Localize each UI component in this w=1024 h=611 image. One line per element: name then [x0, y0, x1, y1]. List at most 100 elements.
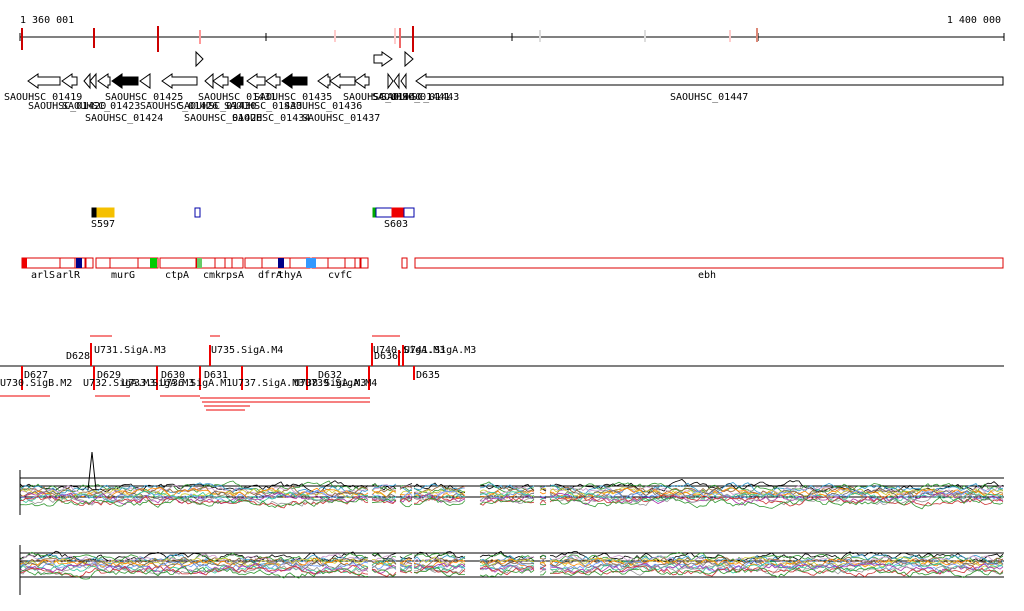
expression-line: [399, 556, 413, 560]
promoter-label: U741.SigA.M3: [404, 345, 476, 356]
gene-arrow: [195, 50, 204, 68]
expression-line: [413, 497, 466, 507]
gene-label: SAOUHSC_01419: [4, 92, 82, 103]
expression-line: [399, 486, 413, 490]
gene-arrow: [97, 73, 111, 89]
expression-line: [371, 557, 397, 569]
gene-label: SAOUHSC_01424: [85, 113, 163, 124]
gene-arrow: [393, 72, 400, 90]
expression-line: [19, 565, 369, 580]
expression-line: [539, 571, 547, 576]
operon-mark: [150, 258, 157, 268]
operon-label: murG: [111, 270, 135, 281]
gene-label: SAOUHSC_01436: [284, 101, 362, 112]
expression-line: [19, 490, 369, 503]
expression-line: [479, 565, 535, 573]
operon: [244, 257, 311, 269]
expression-line: [479, 555, 535, 565]
operon: [196, 257, 244, 269]
expression-line: [479, 483, 535, 494]
expression-line: [549, 566, 1004, 579]
gene-arrow: [161, 73, 198, 89]
operon: [401, 257, 408, 269]
expression-line: [19, 490, 369, 503]
operon-label: ebh: [698, 270, 716, 281]
expression-line: [549, 494, 1004, 507]
expression-line: [413, 489, 466, 496]
expression-line: [549, 487, 1004, 499]
expression-line: [413, 496, 466, 504]
expression-line: [539, 554, 547, 559]
expression-line: [399, 570, 413, 574]
gene-arrow: [83, 72, 91, 90]
operon-label: cvfC: [328, 270, 352, 281]
gene-arrow: [387, 72, 394, 90]
gene-label: SAOUHSC_01437: [302, 113, 380, 124]
expression-line: [479, 497, 535, 506]
operon: [159, 257, 197, 269]
expression-line: [413, 492, 466, 499]
gene-arrow: [111, 73, 139, 89]
expression-line: [549, 565, 1004, 578]
expression-line: [19, 550, 369, 564]
expression-line: [479, 489, 535, 498]
promoter-label: U740.SigA.M3: [373, 345, 445, 356]
expression-line: [539, 497, 547, 500]
expression-line: [549, 562, 1004, 574]
promoter-label: U730.SigB.M2: [0, 378, 72, 389]
expression-line: [539, 565, 547, 570]
operon: [360, 257, 369, 269]
promoter-label: U737.SigA.M3: [232, 378, 304, 389]
expression-line: [399, 558, 413, 565]
expression-line: [413, 557, 466, 567]
expression-line: [479, 568, 535, 578]
gene-arrow: [61, 73, 78, 89]
promoter-label: U732.SigA.M3: [83, 378, 155, 389]
expression-line: [539, 499, 547, 505]
expression-line: [539, 563, 547, 566]
expression-line: [549, 481, 1004, 494]
expression-peak: [87, 451, 97, 491]
operon-label: ctpA: [165, 270, 189, 281]
expression-line: [479, 558, 535, 568]
gene-label: SAOUHSC_01434: [232, 113, 310, 124]
gene-label: SAOUHSC_01420: [28, 101, 106, 112]
gene-label: SAOUHSC_01430: [178, 101, 256, 112]
gene-arrow: [329, 73, 356, 89]
gene-label: SAOUHSC_01440: [343, 92, 421, 103]
expression-line: [539, 491, 547, 495]
expression-line: [549, 492, 1004, 506]
operon-mark: [278, 258, 284, 268]
expression-line: [413, 565, 466, 576]
expression-line: [549, 551, 1004, 563]
gene-arrow: [139, 73, 151, 89]
expression-line: [399, 495, 413, 503]
expression-line: [399, 497, 413, 501]
expression-line: [399, 501, 413, 508]
expression-line: [413, 551, 466, 560]
expression-line: [19, 480, 369, 494]
operon-mark: [306, 258, 316, 268]
operon-mark: [197, 258, 202, 268]
expression-line: [479, 490, 535, 498]
operon-label: dfrA: [258, 270, 282, 281]
gene-arrow: [27, 73, 61, 89]
gene-arrow: [400, 72, 407, 90]
expression-line: [371, 495, 397, 502]
expression-line: [549, 551, 1004, 564]
expression-line: [413, 496, 465, 504]
expression-line: [539, 561, 547, 566]
gene-label: SAOUHSC_01425: [105, 92, 183, 103]
promoter-label: U739.SigA.M4: [305, 378, 377, 389]
expression-line: [19, 563, 369, 575]
gene-arrow: [89, 72, 97, 90]
expression-line: [19, 496, 369, 508]
promoter-label: D631: [204, 370, 228, 381]
gene-arrow: [415, 73, 1004, 89]
expression-line: [371, 569, 397, 578]
expression-line: [19, 553, 369, 566]
expression-line: [371, 484, 397, 492]
expression-line: [399, 498, 413, 503]
gene-arrow: [281, 73, 308, 89]
